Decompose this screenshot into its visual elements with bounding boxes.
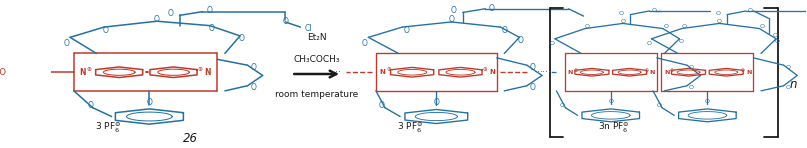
Text: Et₂N: Et₂N: [307, 33, 327, 42]
Text: N: N: [80, 68, 86, 77]
Text: O: O: [239, 34, 245, 43]
Text: O: O: [146, 98, 153, 107]
Text: O: O: [772, 33, 777, 38]
Text: O: O: [748, 8, 753, 13]
Text: O: O: [679, 39, 684, 44]
Text: O: O: [786, 65, 791, 70]
Text: CH₃COCH₃: CH₃COCH₃: [294, 55, 341, 64]
Text: O: O: [663, 24, 668, 29]
Text: room temperature: room temperature: [275, 90, 358, 99]
Text: O: O: [717, 19, 722, 24]
Text: O: O: [404, 25, 409, 34]
Text: O: O: [530, 83, 536, 92]
Text: 26: 26: [183, 132, 199, 145]
Text: O: O: [433, 98, 439, 107]
Text: O: O: [208, 24, 214, 33]
Text: O: O: [154, 15, 160, 24]
Text: ···: ···: [332, 67, 341, 77]
Text: O: O: [585, 24, 590, 29]
Text: O: O: [689, 85, 694, 90]
Text: O: O: [689, 65, 694, 70]
Text: ···: ···: [542, 67, 551, 77]
Text: Cl: Cl: [305, 24, 312, 33]
Text: O: O: [251, 83, 257, 92]
Text: ⊕: ⊕: [86, 67, 91, 72]
Text: O: O: [379, 101, 385, 110]
Text: O: O: [646, 41, 652, 46]
Text: O: O: [657, 103, 662, 108]
Text: O: O: [651, 8, 656, 13]
Text: N: N: [204, 68, 211, 77]
Text: ⊕: ⊕: [483, 67, 487, 72]
Text: O: O: [282, 17, 288, 26]
Text: O: O: [102, 25, 108, 34]
Text: ⊕: ⊕: [670, 67, 674, 73]
Text: HO: HO: [0, 68, 6, 77]
Text: n: n: [790, 78, 797, 91]
Text: O: O: [518, 36, 524, 45]
Text: N: N: [489, 69, 495, 75]
Text: N: N: [650, 70, 655, 75]
Text: O: O: [449, 15, 454, 24]
Text: O: O: [207, 7, 213, 15]
Text: O: O: [560, 103, 565, 108]
Text: N: N: [379, 69, 385, 75]
Text: 3 PF$_6^{\ominus}$: 3 PF$_6^{\ominus}$: [397, 121, 423, 135]
Text: N: N: [567, 70, 573, 75]
Text: O: O: [488, 4, 495, 13]
Text: O: O: [451, 7, 457, 15]
Text: O: O: [786, 85, 791, 90]
Text: ⊕: ⊕: [644, 67, 648, 73]
Text: O: O: [621, 19, 625, 24]
Text: O: O: [681, 24, 687, 29]
Text: ⊕: ⊕: [198, 67, 203, 72]
Text: 3 PF$_6^{\ominus}$: 3 PF$_6^{\ominus}$: [94, 121, 121, 135]
Text: O: O: [530, 63, 536, 72]
Text: O: O: [64, 39, 69, 48]
Text: ⊕: ⊕: [387, 67, 391, 72]
Text: ⊕: ⊕: [741, 67, 745, 73]
Text: N: N: [746, 70, 751, 75]
Text: O: O: [608, 99, 613, 104]
Text: O: O: [251, 63, 257, 72]
Text: ⊕: ⊕: [573, 67, 577, 73]
Text: O: O: [760, 24, 765, 29]
Text: O: O: [716, 11, 721, 16]
Text: O: O: [775, 39, 780, 44]
Text: O: O: [87, 101, 94, 110]
Text: O: O: [550, 41, 555, 46]
Text: O: O: [168, 9, 174, 18]
Text: O: O: [705, 99, 710, 104]
Text: N: N: [664, 70, 669, 75]
Text: ···: ···: [533, 67, 543, 77]
Text: O: O: [619, 11, 624, 16]
Text: O: O: [501, 25, 508, 34]
Text: 3n PF$_6^{\ominus}$: 3n PF$_6^{\ominus}$: [598, 121, 629, 135]
Text: O: O: [362, 39, 367, 48]
